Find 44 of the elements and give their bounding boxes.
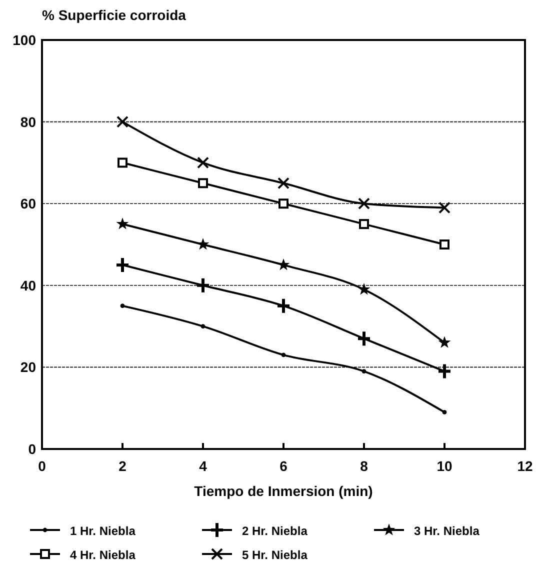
x-tick-label: 6 [280, 458, 288, 474]
legend-label: 4 Hr. Niebla [70, 548, 136, 562]
point [438, 364, 450, 378]
point [281, 352, 286, 358]
point [358, 332, 370, 346]
y-tick-label: 0 [28, 441, 36, 457]
chart-title: % Superficie corroida [42, 7, 186, 23]
y-tick-label: 100 [12, 32, 36, 48]
point [278, 298, 290, 313]
x-tick-label: 4 [199, 458, 208, 474]
point [358, 282, 370, 295]
point [278, 177, 290, 190]
legend-label: 5 Hr. Niebla [242, 548, 308, 562]
y-tick-label: 40 [20, 277, 36, 294]
x-tick-label: 10 [436, 458, 452, 474]
point [362, 369, 366, 374]
point [120, 304, 125, 308]
x-tick-label: 0 [38, 458, 46, 474]
legend-label: 2 Hr. Niebla [242, 524, 308, 538]
point [118, 158, 128, 168]
point [116, 258, 128, 272]
x-tick-label: 12 [517, 458, 533, 474]
point [278, 198, 288, 209]
point [116, 218, 129, 230]
point [200, 324, 206, 328]
point [198, 178, 208, 188]
point [116, 116, 128, 128]
point [438, 202, 450, 214]
point [359, 219, 369, 230]
point [438, 336, 451, 348]
point [442, 410, 447, 414]
x-tick-label: 2 [118, 458, 127, 474]
x-axis-title: Tiempo de Inmersion (min) [194, 483, 373, 499]
legend-label: 3 Hr. Niebla [414, 524, 480, 538]
x-tick-label: 8 [360, 458, 368, 474]
point [358, 198, 370, 210]
point [440, 240, 450, 250]
y-tick-label: 60 [20, 196, 36, 212]
point [197, 278, 209, 292]
legend-label: 1 Hr. Niebla [70, 524, 136, 538]
point [197, 156, 209, 169]
point [196, 238, 210, 250]
y-tick-label: 80 [20, 114, 36, 130]
y-tick-label: 20 [20, 359, 36, 376]
